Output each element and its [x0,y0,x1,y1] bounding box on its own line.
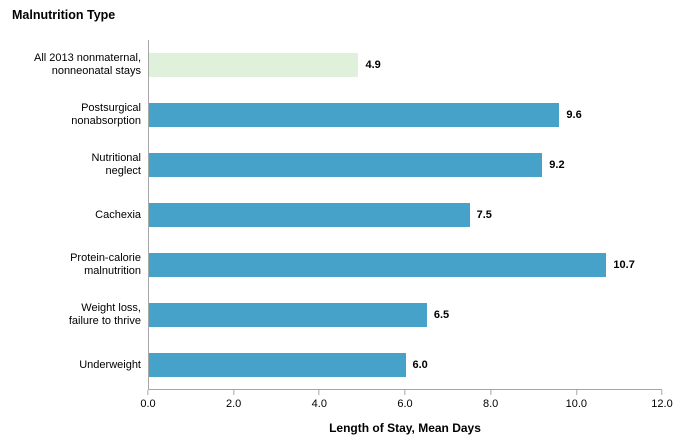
tick-mark [575,390,577,395]
bar-value-label: 6.0 [412,359,428,371]
bar-row: 9.2 [149,140,662,190]
x-axis-tick: 8.0 [483,390,498,410]
category-label: Cachexia [95,208,141,221]
x-axis-tick: 10.0 [566,390,587,410]
bar-row: 4.9 [149,40,662,90]
tick-label: 0.0 [140,398,156,410]
bar-value-label: 9.2 [549,159,565,171]
category-label: Protein-calorie malnutrition [70,252,141,277]
x-axis-tick: 2.0 [226,390,241,410]
x-axis-title: Length of Stay, Mean Days [329,421,481,435]
bar-row: 9.6 [149,90,662,140]
tick-mark [147,390,149,395]
x-axis: 0.0 2.0 4.0 6.0 8.0 10.0 12.0 [140,390,673,420]
plot-area: 4.9 9.6 9.2 7.5 10.7 6.5 6.0 [148,40,662,390]
bar [149,153,543,177]
tick-label: 4.0 [311,398,327,410]
category-label: Underweight [79,358,141,371]
tick-label: 2.0 [226,398,242,410]
tick-mark [233,390,235,395]
bar-row: 7.5 [149,190,662,240]
bar-value-label: 6.5 [433,309,450,321]
chart-title: Malnutrition Type [12,8,116,22]
tick-label: 12.0 [651,398,673,410]
tick-mark [661,390,663,395]
category-label: Weight loss, failure to thrive [68,302,141,327]
bar-value-label: 4.9 [365,59,381,71]
tick-label: 10.0 [565,398,588,410]
bar [149,253,607,277]
y-axis-category-labels: All 2013 nonmaternal, nonneonatal stays … [0,40,141,390]
category-label: All 2013 nonmaternal, nonneonatal stays [33,52,141,77]
bar-value-label: 7.5 [476,209,492,221]
bar-row: 6.5 [149,290,662,340]
x-axis-tick: 0.0 [140,390,156,410]
bar-value-label: 9.6 [566,109,582,121]
bar [149,303,427,327]
tick-mark [490,390,492,395]
bar [149,203,470,227]
x-axis-tick: 12.0 [651,390,673,410]
x-axis-tick: 6.0 [397,390,413,410]
category-label: Postsurgical nonabsorption [71,102,141,127]
bar [149,353,406,377]
category-label: Nutritional neglect [91,152,141,177]
x-axis-tick: 4.0 [312,390,327,410]
tick-mark [318,390,320,395]
tick-label: 6.0 [397,398,413,410]
bar [149,103,560,127]
bar-value-label: 10.7 [613,259,635,271]
tick-label: 8.0 [483,398,499,410]
bar [149,53,359,77]
tick-mark [404,390,406,395]
bar-row: 10.7 [149,240,662,290]
bar-row: 6.0 [149,340,662,390]
